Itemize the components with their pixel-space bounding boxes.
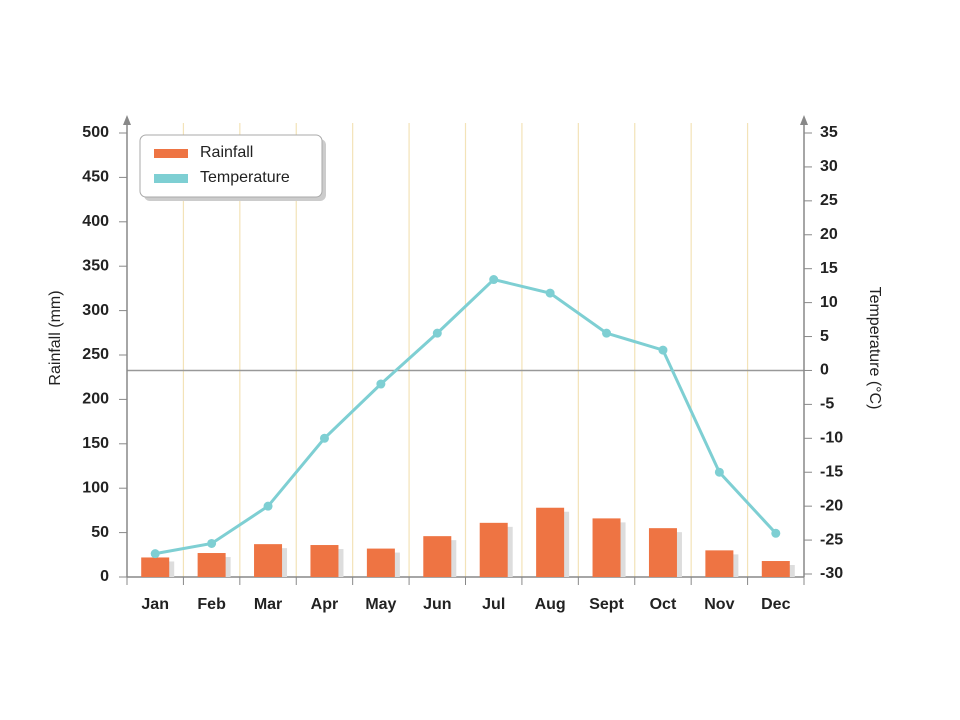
y-tick-label: 200 [82,391,109,408]
legend: Rainfall Temperature [139,134,326,201]
y2-tick-label: -20 [820,497,843,514]
y2-tick-label: 25 [820,192,838,209]
y-tick-label: 400 [82,213,109,230]
y2-tick-label: -15 [820,463,843,480]
y2-tick-label: -10 [820,430,843,447]
y-tick-label: 50 [91,524,109,541]
y-tick-label: 500 [82,124,109,141]
legend-label: Temperature [200,169,290,186]
y2-tick-label: 0 [820,362,829,379]
x-tick-label: Sept [589,596,624,613]
x-tick-label: Dec [761,596,790,613]
bar [536,507,565,577]
legend-swatch [154,149,188,158]
y2-tick-label: 15 [820,260,838,277]
line-point [545,288,555,298]
bar [141,557,170,577]
y-tick-label: 100 [82,479,109,496]
bar [648,528,677,577]
bar [366,548,395,577]
y2-tick-label: 10 [820,294,838,311]
bar [423,536,452,577]
line-point [263,501,273,511]
line-point [602,328,612,338]
y2-tick-label: 35 [820,124,838,141]
x-tick-label: Feb [197,596,226,613]
bar [310,545,339,577]
line-point [771,528,781,538]
y-tick-label: 250 [82,346,109,363]
y2-axis-label: Temperature (°C) [866,287,883,410]
line-point [489,275,499,285]
line-point [376,379,386,389]
line-point [319,433,329,443]
y-tick-label: 0 [100,568,109,585]
y2-tick-label: 30 [820,158,838,175]
bar [197,553,226,577]
y-tick-label: 300 [82,302,109,319]
x-tick-label: Aug [535,596,566,613]
line-point [207,538,217,548]
line-point [150,549,160,559]
x-tick-label: Oct [650,596,677,613]
y2-tick-label: -5 [820,396,834,413]
x-tick-label: Jan [141,596,169,613]
line [154,277,777,556]
y2-tick-label: 20 [820,226,838,243]
x-tick-label: May [365,596,396,613]
x-tick-label: Jun [423,596,451,613]
legend-label: Rainfall [200,144,253,161]
x-tick-label: Nov [704,596,734,613]
y-tick-label: 450 [82,169,109,186]
x-tick-label: Apr [311,596,339,613]
y-axis-arrow [123,115,131,125]
y2-tick-label: 5 [820,328,829,345]
legend-swatch [154,174,188,183]
y2-tick-label: -30 [820,565,843,582]
y-tick-label: 150 [82,435,109,452]
line-point [432,328,442,338]
bar [254,544,283,577]
bar [592,518,621,577]
bar [761,561,790,577]
y-axis-label: Rainfall (mm) [47,290,64,385]
line-point [658,345,668,355]
y2-axis-arrow [800,115,808,125]
bar [705,550,734,577]
y2-tick-label: -25 [820,531,843,548]
y-tick-label: 350 [82,257,109,274]
line-point [714,467,724,477]
bar [479,522,508,577]
x-tick-label: Mar [254,596,282,613]
x-tick-label: Jul [482,596,505,613]
